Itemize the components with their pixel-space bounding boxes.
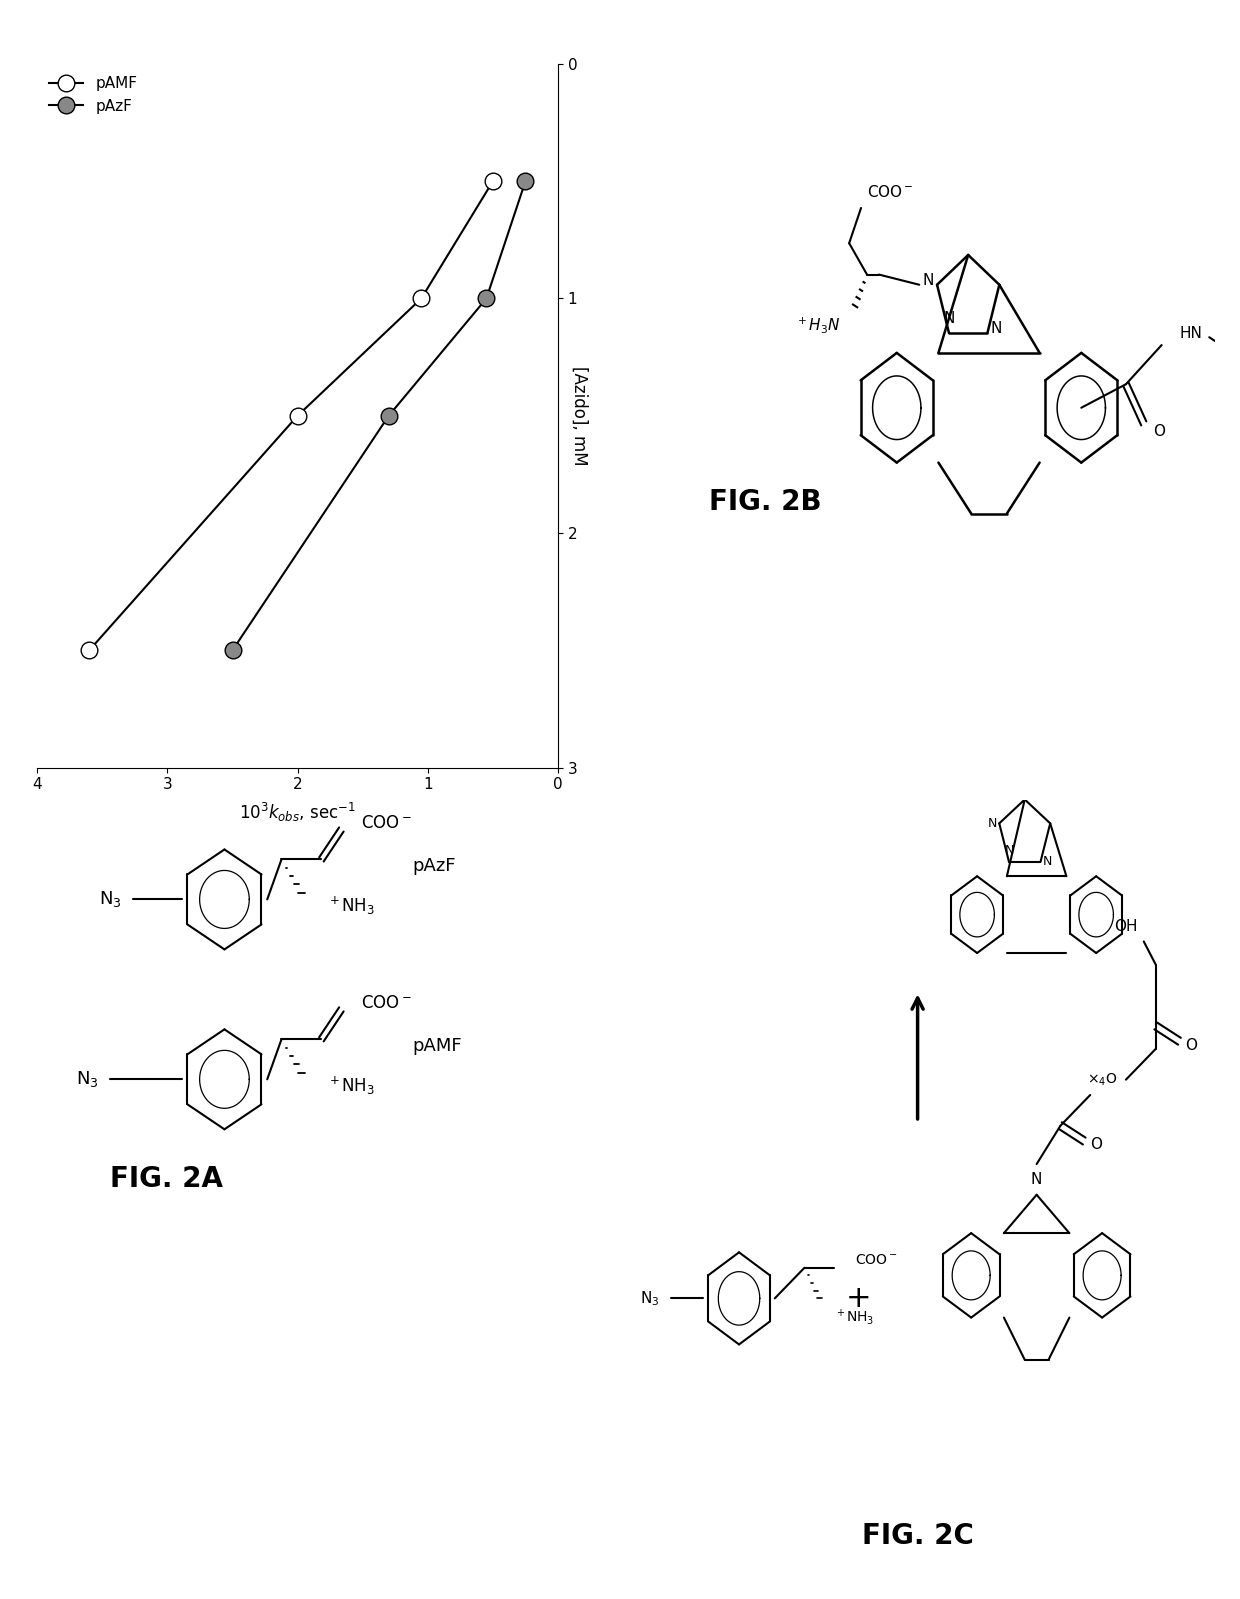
Text: pAzF: pAzF [413, 857, 456, 875]
Text: $^+H_3N$: $^+H_3N$ [795, 315, 841, 336]
Text: N: N [1004, 844, 1013, 857]
X-axis label: $10^3k_{obs}$, sec$^{-1}$: $10^3k_{obs}$, sec$^{-1}$ [239, 801, 356, 823]
Text: $\times_4$O: $\times_4$O [1087, 1071, 1117, 1087]
Text: COO$^-$: COO$^-$ [361, 993, 412, 1012]
Text: FIG. 2A: FIG. 2A [110, 1166, 223, 1193]
Text: O: O [1090, 1137, 1102, 1153]
Text: N$_3$: N$_3$ [76, 1070, 99, 1089]
Text: COO$^-$: COO$^-$ [361, 814, 412, 831]
Y-axis label: [Azido], mM: [Azido], mM [570, 366, 589, 465]
Text: N: N [987, 817, 997, 830]
Text: N: N [991, 321, 1002, 336]
Text: COO$^-$: COO$^-$ [867, 184, 914, 200]
Text: N: N [1030, 1172, 1043, 1186]
Text: N$_3$: N$_3$ [640, 1289, 660, 1308]
Text: $^+$NH$_3$: $^+$NH$_3$ [835, 1308, 874, 1327]
Legend: pAMF, pAzF: pAMF, pAzF [45, 72, 141, 118]
Text: +: + [846, 1284, 870, 1313]
Text: O: O [1185, 1038, 1198, 1052]
Text: N: N [1043, 855, 1053, 868]
Text: O: O [1153, 424, 1164, 438]
Text: OH: OH [1115, 919, 1137, 934]
Text: pAMF: pAMF [413, 1038, 463, 1055]
Text: $^+$NH$_3$: $^+$NH$_3$ [327, 895, 374, 918]
Text: COO$^-$: COO$^-$ [856, 1254, 898, 1266]
Text: N$_3$: N$_3$ [99, 889, 122, 910]
Text: HN: HN [1179, 326, 1203, 341]
Text: N: N [944, 312, 955, 326]
Text: FIG. 2C: FIG. 2C [862, 1522, 973, 1551]
Text: N: N [923, 273, 934, 288]
Text: FIG. 2B: FIG. 2B [709, 488, 822, 516]
Text: $^+$NH$_3$: $^+$NH$_3$ [327, 1075, 374, 1097]
